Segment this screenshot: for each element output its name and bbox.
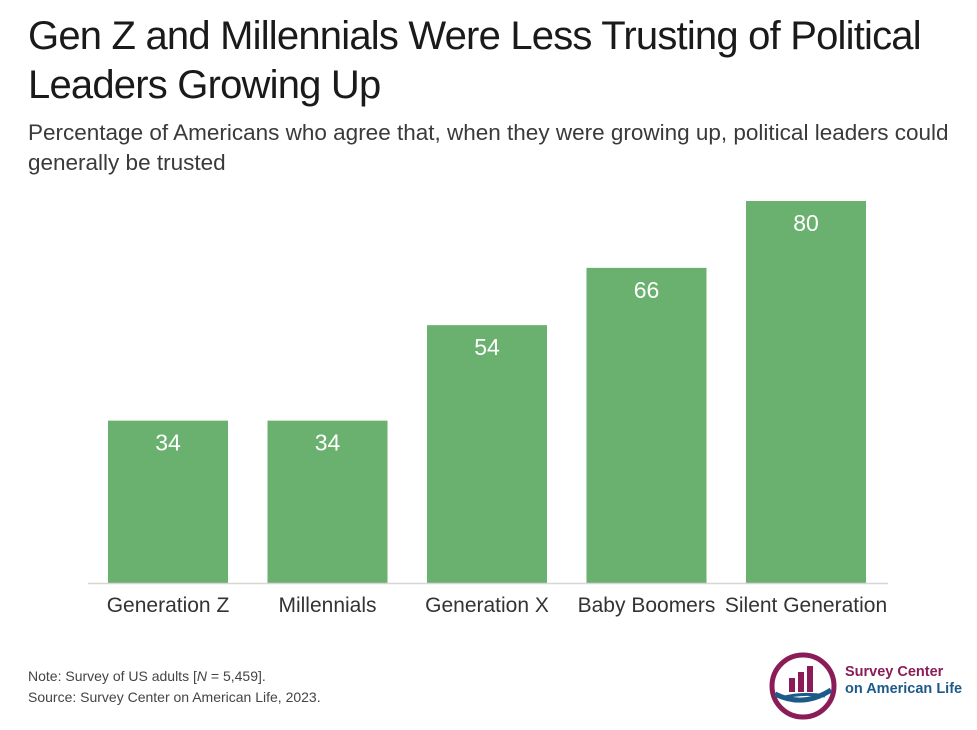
bar-baby-boomers bbox=[586, 267, 707, 583]
category-label: Baby Boomers bbox=[578, 594, 716, 617]
category-label: Generation Z bbox=[107, 594, 230, 617]
logo-line1: Survey Center bbox=[845, 664, 944, 680]
logo-emblem-icon bbox=[769, 652, 837, 720]
source: Source: Survey Center on American Life, … bbox=[28, 689, 321, 705]
note-suffix: = 5,459]. bbox=[206, 668, 266, 684]
data-label: 34 bbox=[315, 430, 341, 456]
category-label: Generation X bbox=[425, 594, 549, 617]
bar-silent-generation bbox=[746, 201, 866, 583]
footnotes: Note: Survey of US adults [N = 5,459]. S… bbox=[28, 666, 321, 708]
note: Note: Survey of US adults [N = 5,459]. bbox=[28, 666, 321, 687]
logo-text: Survey Center on American Life bbox=[845, 664, 962, 698]
data-label: 34 bbox=[155, 430, 181, 456]
logo-line2: on American Life bbox=[845, 681, 963, 697]
bar-generation-z bbox=[108, 420, 228, 583]
bar-generation-x bbox=[427, 325, 547, 583]
category-label: Millennials bbox=[278, 594, 376, 617]
survey-center-logo: Survey Center on American Life bbox=[767, 650, 967, 722]
bar-millennials bbox=[267, 420, 388, 583]
category-label: Silent Generation bbox=[725, 594, 887, 617]
chart-title: Gen Z and Millennials Were Less Trusting… bbox=[28, 14, 922, 107]
data-label: 66 bbox=[634, 277, 660, 303]
note-prefix: Note: Survey of US adults [ bbox=[28, 668, 197, 684]
note-n: N bbox=[196, 668, 207, 684]
data-label: 54 bbox=[474, 334, 500, 360]
data-label: 80 bbox=[793, 210, 819, 236]
bar-chart: 34 34 54 66 80 Generation Z Millennials Genera… bbox=[88, 201, 888, 617]
chart-subtitle: Percentage of Americans who agree that, … bbox=[28, 120, 949, 175]
